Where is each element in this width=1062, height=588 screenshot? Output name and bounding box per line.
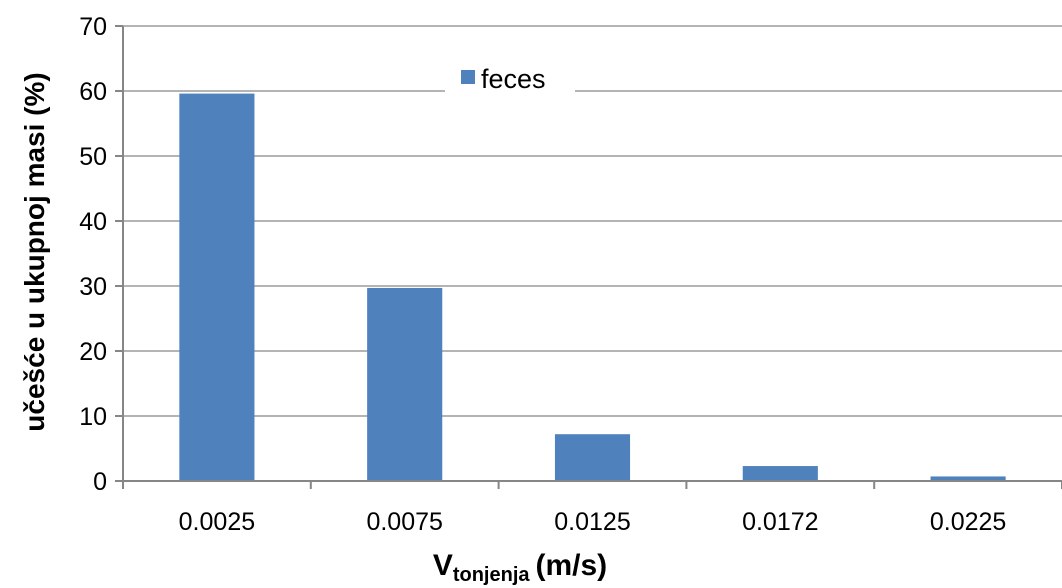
y-tick-label: 30	[79, 273, 107, 301]
y-tick-label: 10	[79, 403, 107, 431]
y-tick-label: 20	[79, 338, 107, 366]
x-tick-label: 0.0075	[366, 508, 442, 536]
x-axis-title-unit: (m/s)	[536, 549, 608, 582]
x-tick-label: 0.0125	[554, 508, 630, 536]
axes	[122, 26, 1062, 482]
y-tick-label: 0	[93, 468, 107, 496]
bar-0.0025	[179, 93, 255, 481]
bar-0.0172	[742, 466, 818, 481]
gridlines	[123, 25, 1062, 417]
x-tick-label: 0.0172	[742, 508, 818, 536]
legend-label-feces: feces	[481, 64, 546, 94]
bar-0.0125	[554, 434, 631, 481]
x-tick-label: 0.0025	[179, 508, 255, 536]
y-tick-label: 60	[79, 78, 107, 106]
y-tick-label: 40	[79, 208, 107, 236]
x-tick-label: 0.0225	[930, 508, 1006, 536]
x-axis-title-subscript: tonjenja	[453, 564, 531, 586]
x-ticks: 0.0025 0.0075 0.0125 0.0172 0.0225	[122, 481, 1062, 536]
y-ticks: 0 10 20 30 40 50 60 70	[79, 13, 123, 496]
y-axis-title: učešće u ukupnoj masi (%)	[19, 72, 50, 431]
y-tick-label: 50	[79, 143, 107, 171]
x-axis-title: Vtonjenja (m/s)	[433, 549, 607, 586]
x-axis-title-main: V	[433, 549, 453, 582]
bars	[179, 93, 1006, 481]
bar-0.0075	[367, 287, 443, 481]
bar-0.0225	[930, 476, 1006, 481]
legend: feces	[445, 62, 575, 94]
y-tick-label: 70	[79, 13, 107, 41]
legend-swatch	[461, 70, 475, 84]
